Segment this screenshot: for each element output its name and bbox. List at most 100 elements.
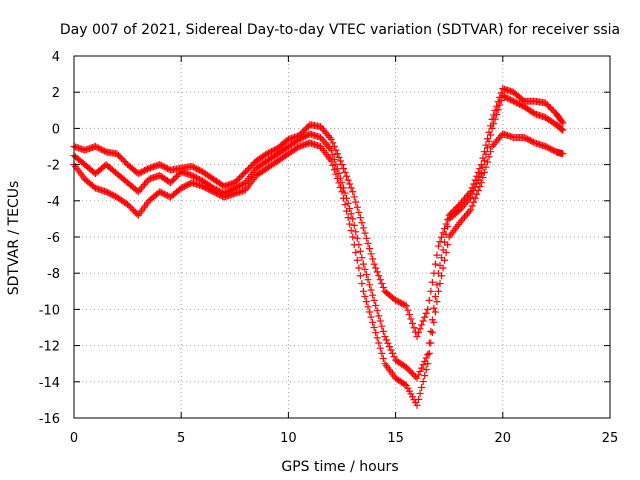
data-point [117,154,125,162]
data-point [183,181,191,189]
data-point [359,224,367,232]
data-point [513,99,521,107]
data-point [188,162,196,170]
data-point [300,127,308,135]
data-points [70,85,567,409]
data-point [493,110,501,118]
data-point [549,107,557,115]
data-point [330,143,338,150]
data-point [427,287,435,295]
data-point [545,144,553,152]
data-point [523,135,531,143]
data-point [107,190,115,198]
data-point [350,241,358,249]
data-point [398,299,406,307]
data-point [473,190,481,198]
data-point [499,92,507,100]
data-point [373,307,381,315]
data-point [372,302,380,310]
x-tick-label: 0 [70,431,78,446]
data-point [160,190,168,198]
data-point [522,134,530,142]
data-point [508,96,516,104]
data-point [128,205,136,213]
data-point [203,185,211,193]
data-point [491,107,499,115]
data-point [494,106,502,114]
data-point [379,283,387,291]
data-point [329,139,337,147]
data-point [366,281,374,289]
data-point [144,165,152,173]
data-point [338,188,346,196]
data-point [341,189,349,197]
data-point [415,395,423,403]
data-point [130,207,138,215]
data-point [170,176,178,184]
data-point [194,166,202,174]
data-point [497,96,505,104]
data-point [327,146,335,154]
data-point [238,180,246,188]
data-point [372,329,380,337]
data-point [336,183,344,191]
data-point [99,146,107,154]
data-point [208,187,216,195]
data-point [413,374,421,382]
data-point [511,98,519,106]
data-point [543,143,551,151]
data-point [433,281,441,289]
data-point [343,207,351,215]
data-point [546,145,554,153]
data-point [95,144,103,152]
data-point [542,143,550,150]
axis-ticks [73,55,611,419]
data-point [379,327,387,335]
data-point [139,167,147,175]
data-point [199,182,207,190]
data-point [332,170,340,178]
data-point [180,183,188,191]
data-point [294,144,302,152]
data-point [243,166,251,174]
data-point [269,147,277,155]
data-point [332,160,340,168]
data-point [346,180,354,188]
data-point [91,143,99,150]
data-point [156,161,164,169]
data-point [444,241,452,249]
data-point [268,147,276,155]
data-point [353,234,361,242]
data-point [346,220,354,228]
y-axis-label: SDTVAR / TECUs [6,181,22,296]
data-point [116,153,124,161]
data-point [191,164,199,172]
data-point [347,227,355,235]
data-point [373,334,381,342]
data-point [232,177,240,185]
y-tick-label: 2 [52,86,60,101]
data-point [127,204,135,212]
data-point [358,254,366,262]
x-axis-label: GPS time / hours [281,459,398,475]
data-point [93,143,101,151]
data-point [559,150,567,158]
data-point [242,168,250,176]
data-point [402,302,410,310]
data-point [162,191,170,199]
data-point [405,311,413,319]
data-point [340,194,348,202]
data-point [480,168,488,176]
data-point [373,268,381,276]
data-point [173,172,181,180]
data-point [240,169,248,177]
data-point [367,313,375,321]
data-point [363,298,371,306]
data-point [159,162,167,170]
data-point [333,150,341,158]
data-point [177,184,185,192]
data-point [558,125,566,133]
data-point [510,97,518,105]
data-point [425,349,433,357]
data-point [212,189,220,197]
